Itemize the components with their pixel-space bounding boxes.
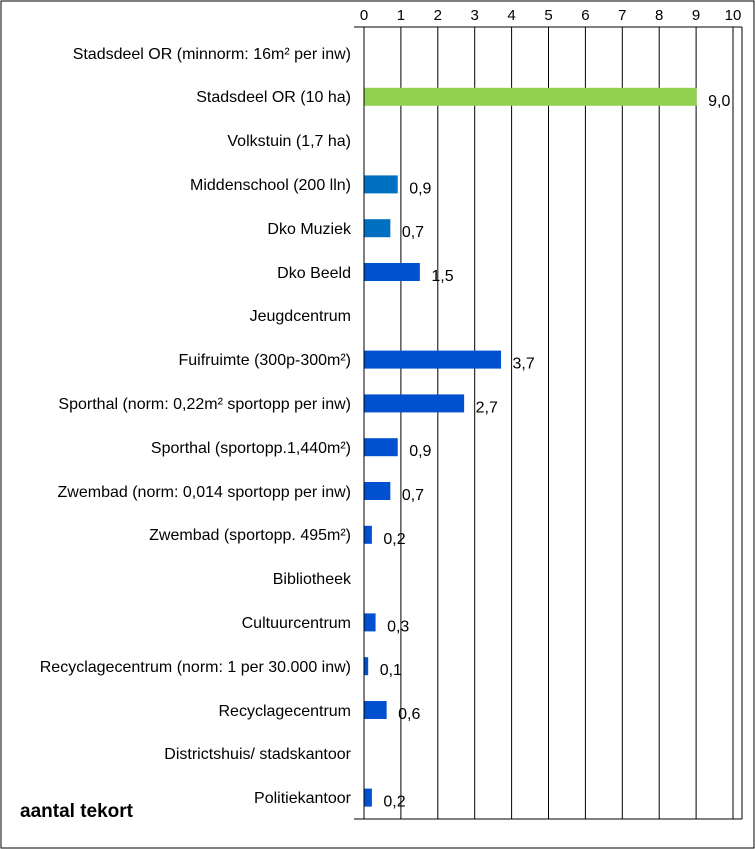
x-tick-label-2: 2 [434,7,442,24]
value-label-3: 0,9 [409,180,431,197]
bars [364,87,697,807]
gridlines [354,26,743,820]
x-tick-label-5: 5 [544,7,552,24]
category-label-14: Recyclagecentrum (norm: 1 per 30.000 inw… [39,658,351,676]
x-tick-label-7: 7 [618,7,626,24]
footer-label: aantal tekort [20,801,133,822]
value-label-7: 3,7 [513,356,535,373]
bar-10 [364,482,391,500]
x-tick-label-6: 6 [581,7,589,24]
bar-17 [364,788,372,807]
category-label-2: Volkstuin (1,7 ha) [227,133,351,151]
category-label-7: Fuifruimte (300p-300m²) [178,352,352,370]
x-tick-label-9: 9 [692,7,700,24]
bar-14 [364,657,369,676]
category-label-11: Zwembad (sportopp. 495m²) [149,527,351,545]
category-label-17: Politiekantoor [254,790,351,808]
bar-13 [364,613,376,632]
bar-4 [364,219,391,238]
value-label-1: 9,0 [708,93,730,110]
value-label-5: 1,5 [431,268,453,285]
value-label-10: 0,7 [402,487,424,504]
value-label-9: 0,9 [409,443,431,460]
x-tick-label-3: 3 [471,7,479,24]
bar-15 [364,701,387,719]
category-label-6: Jeugdcentrum [249,308,351,326]
bar-5 [364,263,420,281]
bar-8 [364,394,465,413]
category-label-10: Zwembad (norm: 0,014 sportopp per inw) [57,483,351,501]
x-tick-label-8: 8 [655,7,663,24]
x-tick-label-0: 0 [360,7,368,24]
category-label-1: Stadsdeel OR (10 ha) [196,89,351,107]
category-label-3: Middenschool (200 lln) [190,176,351,194]
value-label-15: 0,6 [398,706,420,723]
value-label-14: 0,1 [380,662,402,679]
value-label-4: 0,7 [402,224,424,241]
x-tick-label-1: 1 [397,7,405,24]
value-label-17: 0,2 [383,794,405,811]
category-label-13: Cultuurcentrum [241,614,351,632]
x-tick-label-10: 10 [725,7,742,24]
category-label-0: Stadsdeel OR (minnorm: 16m² per inw) [72,45,351,63]
value-labels: 9,0 0,9 0,7 1,5 3,7 2,7 0,9 0,7 0,2 0,3 0,1 0,6 0,2 [380,93,731,811]
category-label-4: Dko Muziek [267,220,351,238]
bar-7 [364,350,502,369]
category-label-12: Bibliotheek [272,571,351,589]
category-label-9: Sporthal (sportopp.1,440m²) [150,439,351,457]
bar-1 [364,87,697,106]
category-label-16: Districtshuis/ stadskantoor [164,746,351,764]
category-label-8: Sporthal (norm: 0,22m² sportopp per inw) [58,395,351,413]
bar-11 [364,525,372,544]
value-label-13: 0,3 [387,618,409,635]
x-tick-label-4: 4 [507,7,515,24]
bar-9 [364,438,398,457]
category-label-15: Recyclagecentrum [218,702,352,720]
value-label-11: 0,2 [383,531,405,548]
x-tick-labels: 0 1 2 3 4 5 6 7 8 9 10 [360,7,742,24]
bar-3 [364,175,398,194]
value-label-8: 2,7 [476,399,498,416]
category-label-5: Dko Beeld [277,264,351,282]
